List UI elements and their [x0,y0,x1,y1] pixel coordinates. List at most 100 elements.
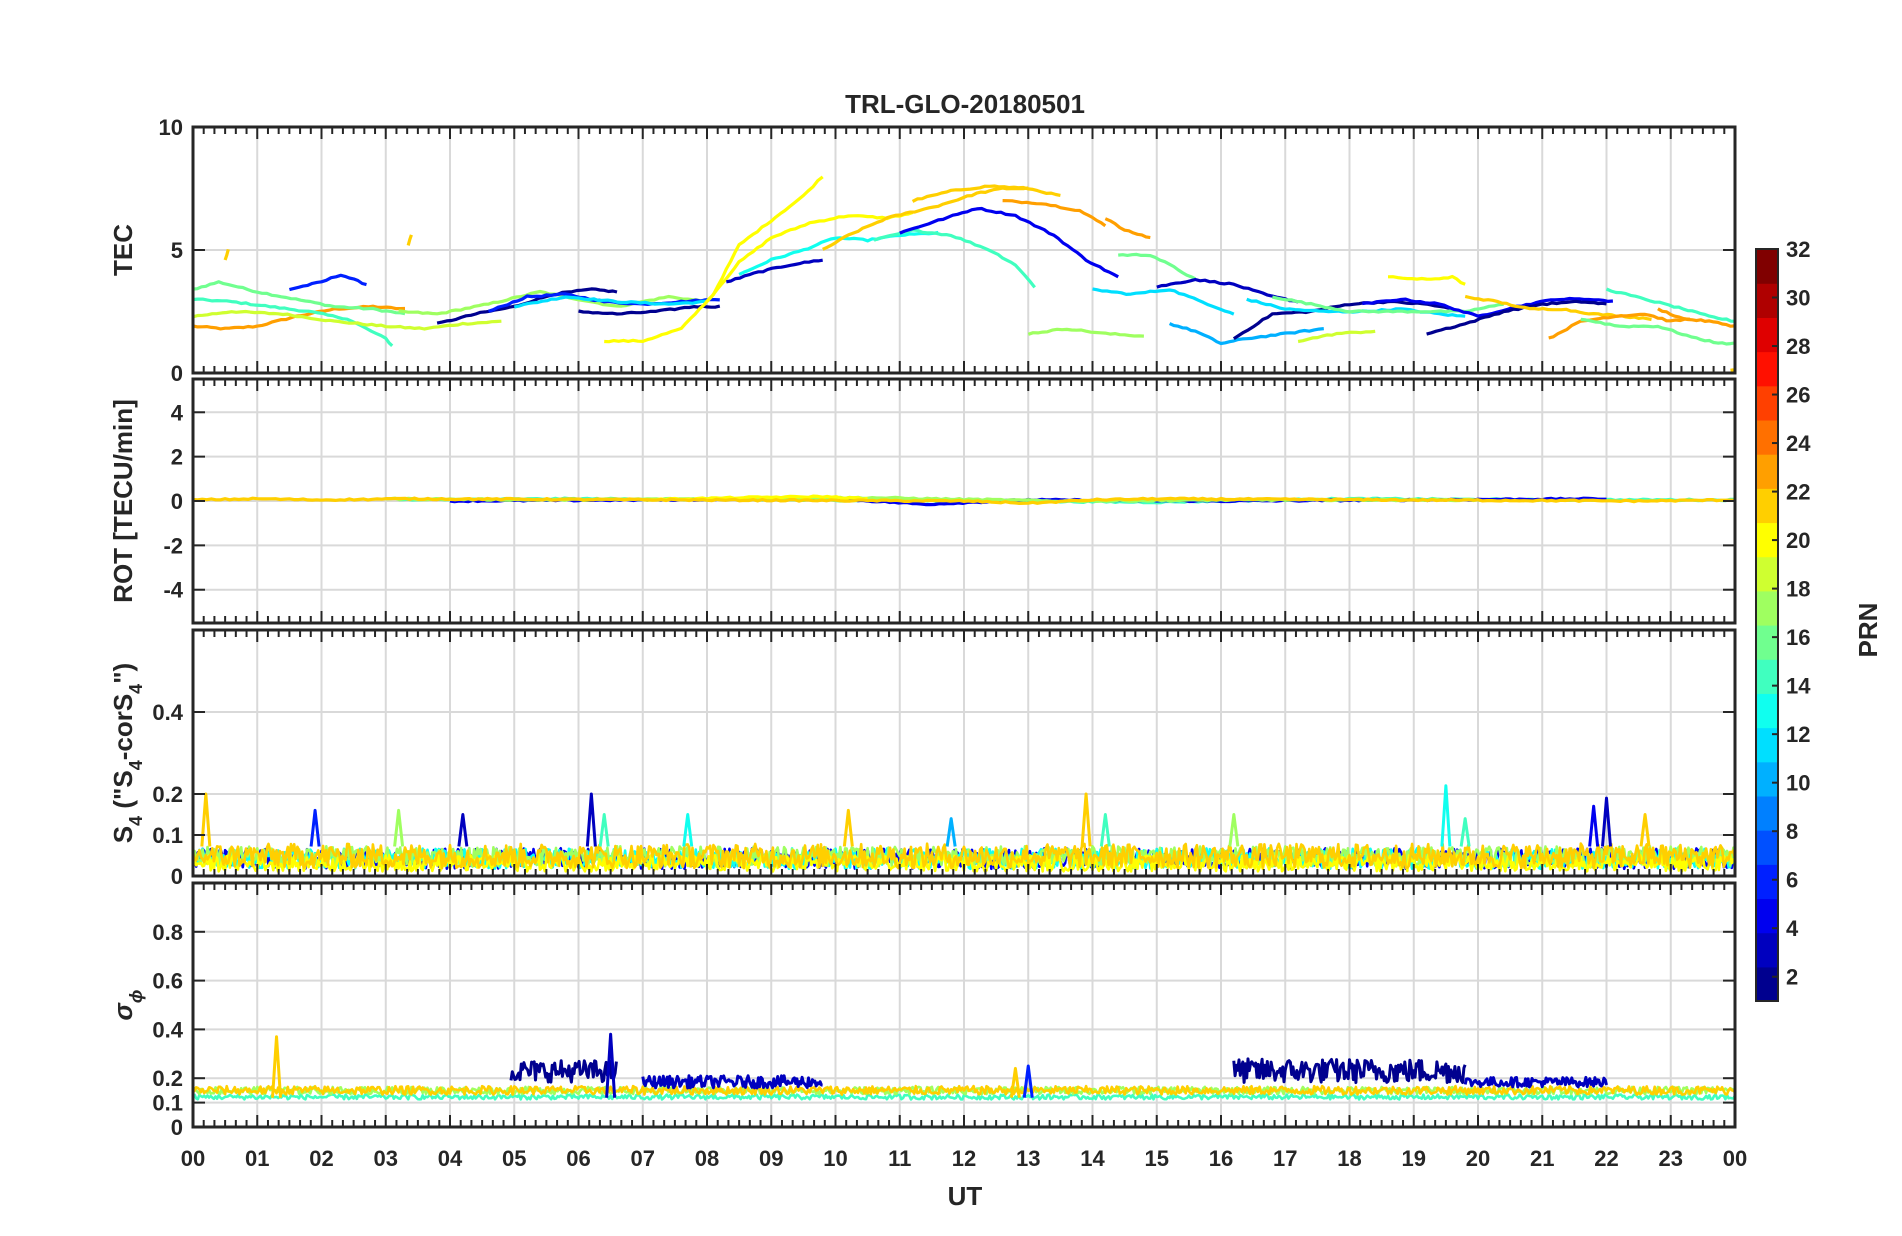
x-tick-label: 10 [823,1146,847,1171]
colorbar-segment [1756,249,1778,284]
colorbar-tick-label: 14 [1786,674,1811,699]
spike-prn-13 [682,813,694,847]
colorbar-tick-label: 10 [1786,771,1810,796]
series-prn-12 [513,295,708,309]
y-tick-label: 0.8 [152,920,183,945]
y-tick-label: 0 [171,1115,183,1140]
spike-prn-14 [1459,817,1471,847]
y-tick-label: 2 [171,445,183,470]
colorbar-label: PRN [1853,603,1883,658]
x-tick-label: 14 [1080,1146,1105,1171]
series-prn-14 [193,297,394,347]
colorbar-tick-label: 20 [1786,528,1810,553]
x-tick-label: 06 [566,1146,590,1171]
burst-prn-2 [509,1059,618,1084]
colorbar-tick-label: 18 [1786,577,1810,602]
x-tick-label: 21 [1530,1146,1554,1171]
y-tick-label: 0.1 [152,823,183,848]
colorbar-tick-label: 2 [1786,965,1798,990]
panel-1: -4 -2 0 2 4 ROT [TECU/min] [108,377,1737,625]
y-axis-label-part: S [108,826,138,843]
y-axis-label: TEC [108,224,138,276]
colorbar-segment [1756,556,1778,592]
colorbar-tick-label: 28 [1786,334,1810,359]
colorbar-segment [1756,522,1778,558]
panel-grid [193,883,1735,1127]
series-prn-20 [1387,274,1466,286]
spike-prn-3 [1601,796,1612,847]
y-tick-label: 0.4 [152,1017,183,1042]
spike-prn-22 [1639,813,1651,847]
series-prn-2 [1426,299,1607,336]
series-prn-6 [288,273,367,292]
panel-0: 0 5 10 TEC [108,115,1737,386]
colorbar-segment [1756,317,1778,353]
spike-prn-22 [200,792,212,847]
panel-3: 00.10.2 0.4 0.6 0.8 σϕ [108,881,1737,1140]
series-prn-4 [1362,296,1614,318]
colorbar-segment [1756,454,1778,489]
panel-grid [193,127,1735,373]
x-tick-label: 07 [631,1146,655,1171]
colorbar-tick-label: 4 [1786,916,1799,941]
x-axis-label: UT [948,1181,983,1211]
spike-prn-15 [598,813,610,847]
y-axis-label: ROT [TECU/min] [108,399,138,603]
spike-prn-22 [1009,1066,1021,1098]
spike-prn-4 [1588,804,1600,847]
panel-grid [193,630,1735,876]
y-tick-label: -4 [163,578,183,603]
x-tick-label: 00 [181,1146,205,1171]
series-prn-14 [1605,287,1735,323]
colorbar-tick-label: 12 [1786,722,1810,747]
spike-prn-22 [1080,792,1092,847]
y-axis-label-part: 4 [126,816,146,826]
x-tick-label: 01 [245,1146,269,1171]
x-tick-label: 03 [374,1146,398,1171]
spike-prn-13 [1440,784,1452,847]
series-prn-16 [1580,317,1735,346]
series-prn-23 [1002,199,1107,228]
colorbar-segment [1756,351,1778,387]
series-prn-22 [193,496,1735,505]
x-tick-label: 17 [1273,1146,1297,1171]
series-prn-22 [223,248,230,261]
colorbar-tick-label: 32 [1786,237,1810,262]
x-tick-label: 05 [502,1146,526,1171]
series-prn-22 [911,184,1061,203]
x-tick-label: 04 [438,1146,463,1171]
colorbar-tick-label: 22 [1786,480,1810,505]
x-tick-label: 15 [1145,1146,1169,1171]
colorbar-segment [1756,727,1778,763]
x-tick-label: 08 [695,1146,719,1171]
series-prn-5 [899,206,1119,279]
x-tick-label: 19 [1402,1146,1426,1171]
spike-prn-3 [605,1032,617,1098]
y-axis-label: S4 ("S4-corS4") [108,663,146,843]
colorbar-segment [1756,864,1778,900]
x-tick-label: 16 [1209,1146,1233,1171]
colorbar-segment [1756,898,1778,934]
series-prn-10 [1168,322,1324,346]
colorbar-tick-label: 6 [1786,868,1798,893]
spike-prn-22 [271,1035,283,1098]
series-prn-3 [726,258,823,284]
x-tick-label: 02 [309,1146,333,1171]
y-tick-label: 5 [171,238,183,263]
colorbar-segment [1756,283,1778,318]
y-axis-label-part: 4 [126,760,146,770]
x-tick-label: 12 [952,1146,976,1171]
colorbar-segment [1756,590,1778,626]
spike-prn-3 [457,813,469,847]
colorbar-tick-label: 8 [1786,819,1798,844]
spike-prn-14 [1099,813,1111,847]
series-prn-23 [1104,217,1151,240]
spike-prn-10 [945,817,957,847]
colorbar-tick-label: 30 [1786,286,1810,311]
x-tick-label: 13 [1016,1146,1040,1171]
series-prn-22 [406,234,413,246]
y-axis-label-part: σ [108,1001,138,1020]
spike-prn-17 [393,808,405,847]
